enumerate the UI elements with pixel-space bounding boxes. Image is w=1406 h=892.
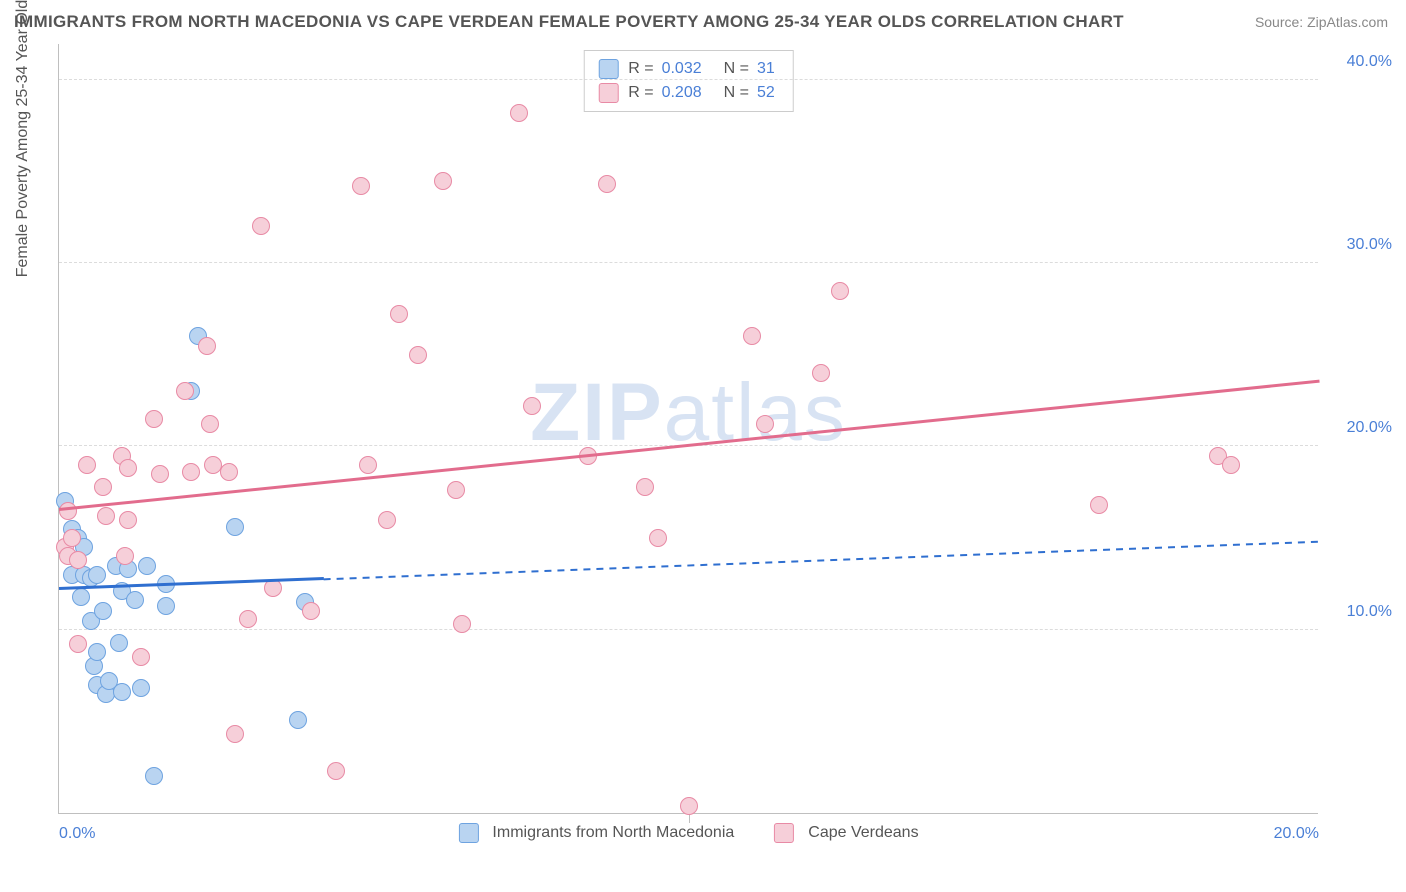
data-point-macedonia — [88, 566, 106, 584]
data-point-capeverdean — [176, 382, 194, 400]
swatch-capeverdean — [598, 83, 618, 103]
data-point-capeverdean — [831, 282, 849, 300]
data-point-capeverdean — [226, 725, 244, 743]
y-tick-label: 40.0% — [1328, 53, 1392, 71]
data-point-capeverdean — [743, 327, 761, 345]
data-point-capeverdean — [636, 478, 654, 496]
y-axis-label: Female Poverty Among 25-34 Year Olds — [14, 0, 32, 277]
data-point-capeverdean — [352, 177, 370, 195]
data-point-capeverdean — [1222, 456, 1240, 474]
data-point-macedonia — [94, 602, 112, 620]
gridline — [59, 79, 1318, 80]
data-point-capeverdean — [116, 547, 134, 565]
data-point-capeverdean — [59, 502, 77, 520]
swatch-macedonia — [598, 59, 618, 79]
data-point-capeverdean — [239, 610, 257, 628]
data-point-macedonia — [132, 679, 150, 697]
legend-row-macedonia: R = 0.032 N = 31 — [598, 57, 779, 81]
trendline-dashed-macedonia — [59, 43, 1319, 813]
r-label: R = — [628, 81, 653, 105]
data-point-capeverdean — [201, 415, 219, 433]
data-point-macedonia — [72, 588, 90, 606]
data-point-capeverdean — [198, 337, 216, 355]
x-tick-label: 20.0% — [1274, 825, 1319, 843]
data-point-capeverdean — [327, 762, 345, 780]
legend-item-macedonia: Immigrants from North Macedonia — [458, 823, 734, 843]
y-tick-label: 20.0% — [1328, 419, 1392, 437]
n-label: N = — [724, 81, 749, 105]
legend-row-capeverdean: R = 0.208 N = 52 — [598, 81, 779, 105]
n-value-capeverdean: 52 — [757, 81, 775, 105]
data-point-capeverdean — [182, 463, 200, 481]
data-point-capeverdean — [97, 507, 115, 525]
data-point-macedonia — [110, 634, 128, 652]
r-value-macedonia: 0.032 — [662, 57, 702, 81]
data-point-capeverdean — [598, 175, 616, 193]
r-value-capeverdean: 0.208 — [662, 81, 702, 105]
series-label-capeverdean: Cape Verdeans — [808, 824, 918, 842]
data-point-macedonia — [113, 683, 131, 701]
data-point-capeverdean — [63, 529, 81, 547]
gridline — [59, 262, 1318, 263]
data-point-macedonia — [126, 591, 144, 609]
r-label: R = — [628, 57, 653, 81]
data-point-capeverdean — [680, 797, 698, 815]
data-point-capeverdean — [119, 459, 137, 477]
source-name: ZipAtlas.com — [1307, 14, 1388, 30]
x-tick-label: 0.0% — [59, 825, 95, 843]
data-point-macedonia — [145, 767, 163, 785]
y-tick-label: 10.0% — [1328, 603, 1392, 621]
source-attribution: Source: ZipAtlas.com — [1255, 14, 1388, 30]
series-legend: Immigrants from North Macedonia Cape Ver… — [458, 823, 918, 843]
gridline — [59, 629, 1318, 630]
n-value-macedonia: 31 — [757, 57, 775, 81]
data-point-capeverdean — [302, 602, 320, 620]
data-point-capeverdean — [220, 463, 238, 481]
data-point-capeverdean — [756, 415, 774, 433]
data-point-macedonia — [138, 557, 156, 575]
data-point-capeverdean — [812, 364, 830, 382]
swatch-capeverdean — [774, 823, 794, 843]
correlation-legend: R = 0.032 N = 31 R = 0.208 N = 52 — [583, 50, 794, 112]
data-point-macedonia — [157, 597, 175, 615]
series-label-macedonia: Immigrants from North Macedonia — [492, 824, 734, 842]
data-point-capeverdean — [78, 456, 96, 474]
data-point-capeverdean — [649, 529, 667, 547]
data-point-capeverdean — [94, 478, 112, 496]
data-point-capeverdean — [510, 104, 528, 122]
data-point-capeverdean — [145, 410, 163, 428]
data-point-capeverdean — [132, 648, 150, 666]
scatter-plot-area: ZIPatlas R = 0.032 N = 31 R = 0.208 N = … — [58, 44, 1318, 814]
data-point-macedonia — [289, 711, 307, 729]
n-label: N = — [724, 57, 749, 81]
data-point-capeverdean — [453, 615, 471, 633]
data-point-capeverdean — [119, 511, 137, 529]
data-point-macedonia — [88, 643, 106, 661]
swatch-macedonia — [458, 823, 478, 843]
data-point-capeverdean — [151, 465, 169, 483]
data-point-capeverdean — [69, 551, 87, 569]
data-point-capeverdean — [252, 217, 270, 235]
data-point-capeverdean — [523, 397, 541, 415]
source-label: Source: — [1255, 14, 1307, 30]
data-point-capeverdean — [447, 481, 465, 499]
data-point-capeverdean — [378, 511, 396, 529]
data-point-capeverdean — [434, 172, 452, 190]
chart-title: IMMIGRANTS FROM NORTH MACEDONIA VS CAPE … — [14, 12, 1124, 32]
data-point-capeverdean — [409, 346, 427, 364]
data-point-capeverdean — [1090, 496, 1108, 514]
data-point-capeverdean — [359, 456, 377, 474]
data-point-macedonia — [226, 518, 244, 536]
y-tick-label: 30.0% — [1328, 236, 1392, 254]
data-point-capeverdean — [390, 305, 408, 323]
legend-item-capeverdean: Cape Verdeans — [774, 823, 918, 843]
data-point-capeverdean — [69, 635, 87, 653]
